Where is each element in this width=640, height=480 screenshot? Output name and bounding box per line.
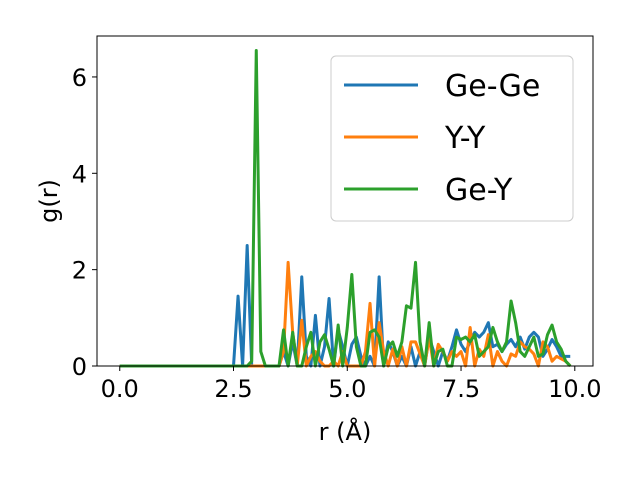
x-axis-ticks: 0.0 2.5 5.0 7.5 10.0 [101,366,602,403]
series-layer [119,48,572,368]
legend-box [330,55,574,222]
y-axis-ticks: 0 2 4 6 [72,64,97,381]
plot-frame [96,35,594,367]
x-tick-label: 7.5 [442,375,480,403]
x-tick-label: 2.5 [214,375,252,403]
legend-label-y-y: Y-Y [444,121,486,156]
x-tick-label: 0.0 [101,375,139,403]
y-axis-label: g(r) [35,179,63,223]
y-tick-label: 4 [72,160,87,188]
legend-label-ge-ge: Ge-Ge [445,69,540,104]
series-line-ge-y [119,48,572,368]
x-tick-label: 10.0 [548,375,601,403]
x-tick-label: 5.0 [328,375,366,403]
y-tick-label: 6 [72,64,87,92]
x-axis-label: r (Å) [319,417,372,446]
legend-label-ge-y: Ge-Y [445,173,513,208]
y-tick-label: 2 [72,257,87,285]
y-tick-label: 0 [72,353,87,381]
legend: Ge-Ge Y-Y Ge-Y [330,55,574,222]
